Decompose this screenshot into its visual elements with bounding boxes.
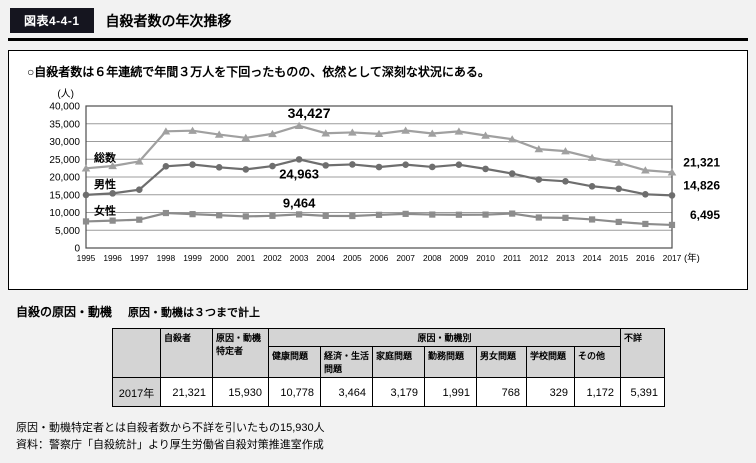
row-label-year: 2017年 xyxy=(112,377,161,407)
svg-text:1999: 1999 xyxy=(183,253,202,263)
svg-text:2001: 2001 xyxy=(236,253,255,263)
col-header-other: その他 xyxy=(574,346,621,378)
svg-text:2017: 2017 xyxy=(663,253,682,263)
svg-text:2010: 2010 xyxy=(476,253,495,263)
svg-text:14,826: 14,826 xyxy=(683,178,720,192)
svg-text:2004: 2004 xyxy=(316,253,335,263)
cell-unknown: 5,391 xyxy=(620,377,665,407)
suicide-trend-line-chart: 0 5,000 10,000 15,000 20,000 25,000 30,000 35,0… xyxy=(49,88,720,264)
cause-table: 自殺者 原因・動機特定者 原因・動機別 不詳 健康問題 経済・生活問題 家庭問題… xyxy=(112,328,665,407)
cause-subtitle: 原因・動機は３つまで計上 xyxy=(128,307,261,319)
cell-work: 1,991 xyxy=(424,377,477,407)
svg-text:女性: 女性 xyxy=(94,203,116,217)
svg-text:2015: 2015 xyxy=(609,253,628,263)
svg-text:1997: 1997 xyxy=(130,253,149,263)
svg-text:1998: 1998 xyxy=(157,253,176,263)
svg-text:2012: 2012 xyxy=(529,253,548,263)
col-header-school: 学校問題 xyxy=(526,346,575,378)
svg-text:2002: 2002 xyxy=(263,253,282,263)
cell-other: 1,172 xyxy=(574,377,621,407)
col-header-work: 勤務問題 xyxy=(424,346,477,378)
svg-text:(人): (人) xyxy=(57,88,74,100)
cell-school: 329 xyxy=(526,377,575,407)
svg-text:2016: 2016 xyxy=(636,253,655,263)
svg-text:2011: 2011 xyxy=(503,253,521,263)
svg-text:2008: 2008 xyxy=(423,253,442,263)
svg-text:34,427: 34,427 xyxy=(288,105,331,121)
footnotes: 原因・動機特定者とは自殺者数から不詳を引いたもの15,930人 資料：警察庁「自… xyxy=(16,420,748,454)
svg-text:6,495: 6,495 xyxy=(690,208,720,222)
cell-identified: 15,930 xyxy=(212,377,269,407)
cell-economic: 3,464 xyxy=(320,377,373,407)
svg-text:10,000: 10,000 xyxy=(49,208,80,219)
cause-section-title: 自殺の原因・動機 原因・動機は３つまで計上 xyxy=(16,303,748,320)
col-header-economic: 経済・生活問題 xyxy=(320,346,373,378)
svg-text:24,963: 24,963 xyxy=(279,166,319,181)
cell-suicides: 21,321 xyxy=(160,377,213,407)
svg-text:9,464: 9,464 xyxy=(283,195,316,210)
svg-text:2005: 2005 xyxy=(343,253,362,263)
svg-text:男性: 男性 xyxy=(94,177,116,191)
svg-text:1995: 1995 xyxy=(77,253,96,263)
cell-relationship: 768 xyxy=(476,377,527,407)
table-row: 2017年 21,321 15,930 10,778 3,464 3,179 1… xyxy=(112,377,665,407)
svg-text:21,321: 21,321 xyxy=(683,155,720,169)
chart-container: 0 5,000 10,000 15,000 20,000 25,000 30,000 35,0… xyxy=(26,88,730,285)
svg-text:2007: 2007 xyxy=(396,253,415,263)
col-header-health: 健康問題 xyxy=(268,346,321,378)
chart-panel: ○自殺者数は６年連続で年間３万人を下回ったものの、依然として深刻な状況にある。 … xyxy=(8,50,748,290)
col-header-identified: 原因・動機特定者 xyxy=(212,328,269,378)
svg-text:(年): (年) xyxy=(684,252,700,264)
footnote-source: 資料：警察庁「自殺統計」より厚生労働省自殺対策推進室作成 xyxy=(16,439,324,452)
svg-text:2003: 2003 xyxy=(290,253,309,263)
svg-text:35,000: 35,000 xyxy=(49,119,80,130)
svg-text:30,000: 30,000 xyxy=(49,137,80,148)
figure-header: 図表4-4-1 自殺者数の年次推移 xyxy=(8,6,748,41)
svg-text:総数: 総数 xyxy=(94,150,117,164)
page-title: 自殺者数の年次推移 xyxy=(105,12,232,29)
col-header-by-cause: 原因・動機別 xyxy=(268,328,621,347)
col-header-unknown: 不詳 xyxy=(620,328,665,378)
svg-text:2006: 2006 xyxy=(370,253,389,263)
svg-text:40,000: 40,000 xyxy=(49,102,80,113)
svg-text:25,000: 25,000 xyxy=(49,155,80,166)
svg-text:20,000: 20,000 xyxy=(49,173,80,184)
svg-text:0: 0 xyxy=(74,244,80,255)
col-header-suicides: 自殺者 xyxy=(160,328,213,378)
svg-text:2000: 2000 xyxy=(210,253,229,263)
col-header-relationship: 男女問題 xyxy=(476,346,527,378)
cause-title: 自殺の原因・動機 xyxy=(16,305,113,319)
svg-text:2009: 2009 xyxy=(450,253,469,263)
svg-text:2014: 2014 xyxy=(583,253,602,263)
chart-note: ○自殺者数は６年連続で年間３万人を下回ったものの、依然として深刻な状況にある。 xyxy=(27,65,490,79)
figure-number-badge: 図表4-4-1 xyxy=(10,8,94,33)
svg-text:5,000: 5,000 xyxy=(55,226,80,237)
table-corner-cell xyxy=(112,328,161,378)
col-header-family: 家庭問題 xyxy=(372,346,425,378)
cell-family: 3,179 xyxy=(372,377,425,407)
svg-text:15,000: 15,000 xyxy=(49,190,80,201)
cell-health: 10,778 xyxy=(268,377,321,407)
footnote-identified: 原因・動機特定者とは自殺者数から不詳を引いたもの15,930人 xyxy=(16,422,325,434)
svg-text:2013: 2013 xyxy=(556,253,575,263)
svg-text:1996: 1996 xyxy=(103,253,122,263)
